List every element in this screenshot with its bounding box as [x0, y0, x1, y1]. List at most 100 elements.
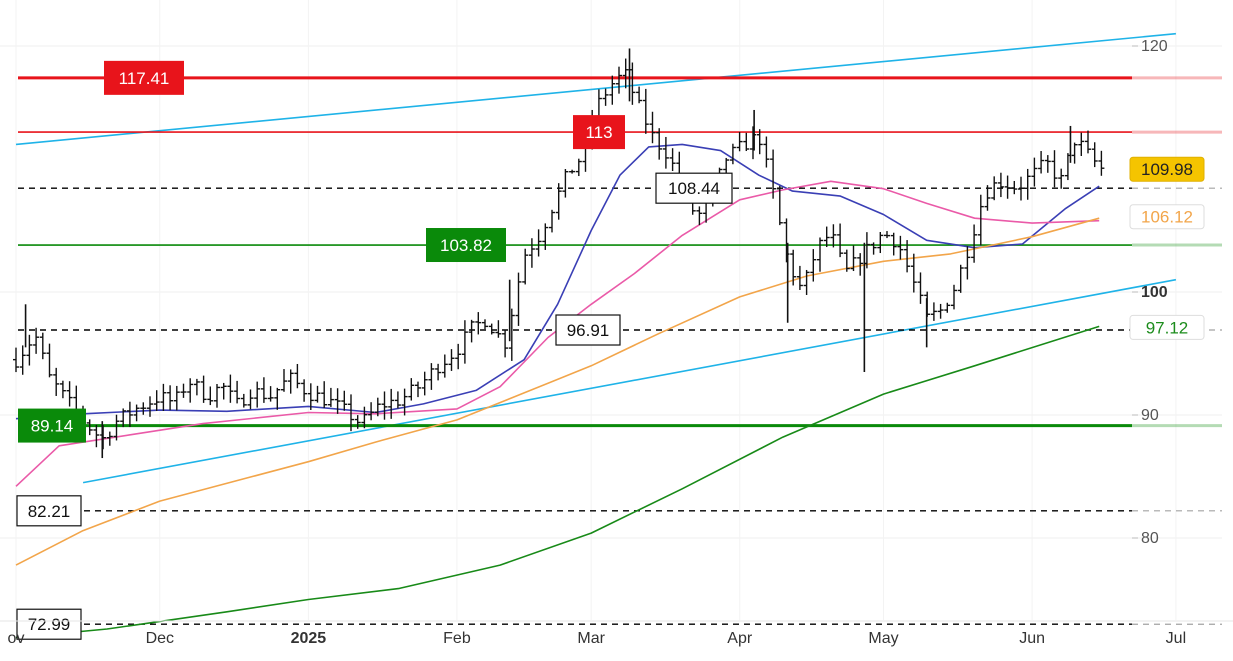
ohlc-bar: [736, 132, 743, 152]
y-tick-label: 120: [1141, 38, 1168, 55]
ohlc-bar: [153, 390, 160, 411]
ohlc-bar: [763, 136, 770, 168]
level-label-text: 108.44: [668, 179, 720, 198]
level-label: 117.41: [104, 60, 184, 95]
price-tag-box: [1129, 156, 1205, 182]
x-tick-label: Dec: [146, 630, 174, 647]
ohlc-bar: [267, 386, 274, 402]
ohlc-bar: [1038, 151, 1045, 174]
x-tick-label: Mar: [577, 630, 605, 647]
ohlc-bar: [173, 385, 180, 411]
ohlc-bar: [502, 329, 509, 358]
ohlc-bar: [1071, 142, 1078, 164]
level-label: 72.99: [16, 608, 82, 640]
trendline: [82, 278, 1177, 484]
ohlc-bar: [562, 169, 569, 198]
ohlc-bar: [448, 349, 455, 371]
ohlc-bar: [729, 143, 736, 165]
ohlc-bar: [488, 323, 495, 335]
ohlc-bar: [301, 379, 308, 402]
moving-average-line: [15, 180, 1100, 487]
ohlc-bar: [341, 390, 348, 411]
ohlc-bar: [669, 148, 676, 171]
ohlc-bar: [461, 320, 468, 364]
ohlc-bar: [897, 235, 904, 260]
ohlc-bar: [1091, 142, 1098, 168]
ohlc-bar: [374, 397, 381, 417]
level-label-box: [16, 495, 82, 527]
level-label: 82.21: [16, 495, 82, 527]
ohlc-bar: [287, 369, 294, 394]
level-label-box: [16, 608, 82, 640]
ohlc-bar: [602, 88, 609, 106]
ohlc-bar: [642, 88, 649, 134]
level-label-box: [573, 115, 625, 150]
ohlc-bar: [113, 414, 120, 441]
ohlc-bar: [569, 169, 576, 174]
level-label-text: 82.21: [28, 502, 71, 521]
ohlc-bar: [743, 132, 750, 152]
ohlc-bar: [193, 378, 200, 396]
x-tick-label: 2025: [291, 630, 327, 647]
moving-average-line: [15, 143, 1100, 420]
ohlc-bar: [59, 380, 66, 399]
price-tag-label: 109.98: [1141, 160, 1193, 179]
ohlc-bar: [408, 378, 415, 401]
ohlc-bar: [26, 334, 33, 366]
ohlc-bar: [1085, 130, 1091, 154]
ohlc-bar: [381, 391, 388, 420]
ohlc-bar: [33, 327, 40, 354]
ohlc-bar: [1044, 155, 1051, 173]
ohlc-bar: [254, 381, 261, 408]
level-label-box: [555, 314, 621, 346]
level-label-text: 89.14: [31, 417, 74, 436]
ohlc-bar: [482, 319, 488, 330]
ohlc-bar: [890, 232, 897, 256]
price-tag: 106.12: [1129, 204, 1205, 230]
ohlc-bar: [830, 224, 837, 248]
level-label: 89.14: [18, 408, 86, 443]
ohlc-bar: [220, 382, 227, 400]
level-label: 103.82: [426, 228, 506, 263]
ohlc-bar: [910, 253, 917, 293]
ohlc-bar: [234, 380, 241, 404]
ohlc-bar: [421, 371, 428, 396]
level-label-text: 72.99: [28, 615, 71, 634]
level-label: 108.44: [655, 172, 733, 204]
level-label-text: 117.41: [119, 69, 170, 88]
ohlc-bar: [796, 265, 803, 290]
ohlc-bar: [957, 264, 964, 293]
ohlc-bar: [314, 385, 321, 403]
ohlc-bar: [428, 363, 435, 390]
ohlc-bar: [1018, 176, 1024, 201]
ohlc-bar: [106, 431, 113, 446]
x-tick-label: May: [868, 630, 898, 647]
ohlc-bar: [281, 369, 287, 392]
ohlc-bar: [140, 402, 147, 415]
ohlc-bar: [401, 388, 408, 416]
level-label: 113: [573, 115, 625, 150]
ohlc-bar: [977, 194, 984, 246]
ohlc-bar: [817, 237, 823, 272]
level-label-box: [18, 408, 86, 443]
ohlc-bar: [964, 246, 971, 280]
ohlc-bar: [870, 242, 877, 255]
ohlc-bar: [930, 302, 937, 321]
level-label-text: 113: [585, 123, 612, 142]
ohlc-bar: [770, 149, 777, 199]
ohlc-bar: [1004, 175, 1011, 199]
ohlc-bar: [884, 231, 890, 239]
ohlc-bar: [120, 408, 127, 428]
ohlc-bar: [66, 381, 73, 407]
ohlc-bar: [515, 272, 522, 326]
ohlc-bar: [167, 385, 174, 411]
ohlc-bar: [917, 272, 924, 304]
y-tick-label: 100: [1141, 284, 1168, 301]
ohlc-bar: [542, 223, 549, 250]
ohlc-bar: [274, 387, 281, 410]
level-label-box: [655, 172, 733, 204]
ohlc-bar: [126, 401, 133, 428]
ohlc-bar: [756, 129, 763, 155]
ohlc-bar: [160, 383, 167, 411]
price-tag-box: [1129, 314, 1205, 340]
